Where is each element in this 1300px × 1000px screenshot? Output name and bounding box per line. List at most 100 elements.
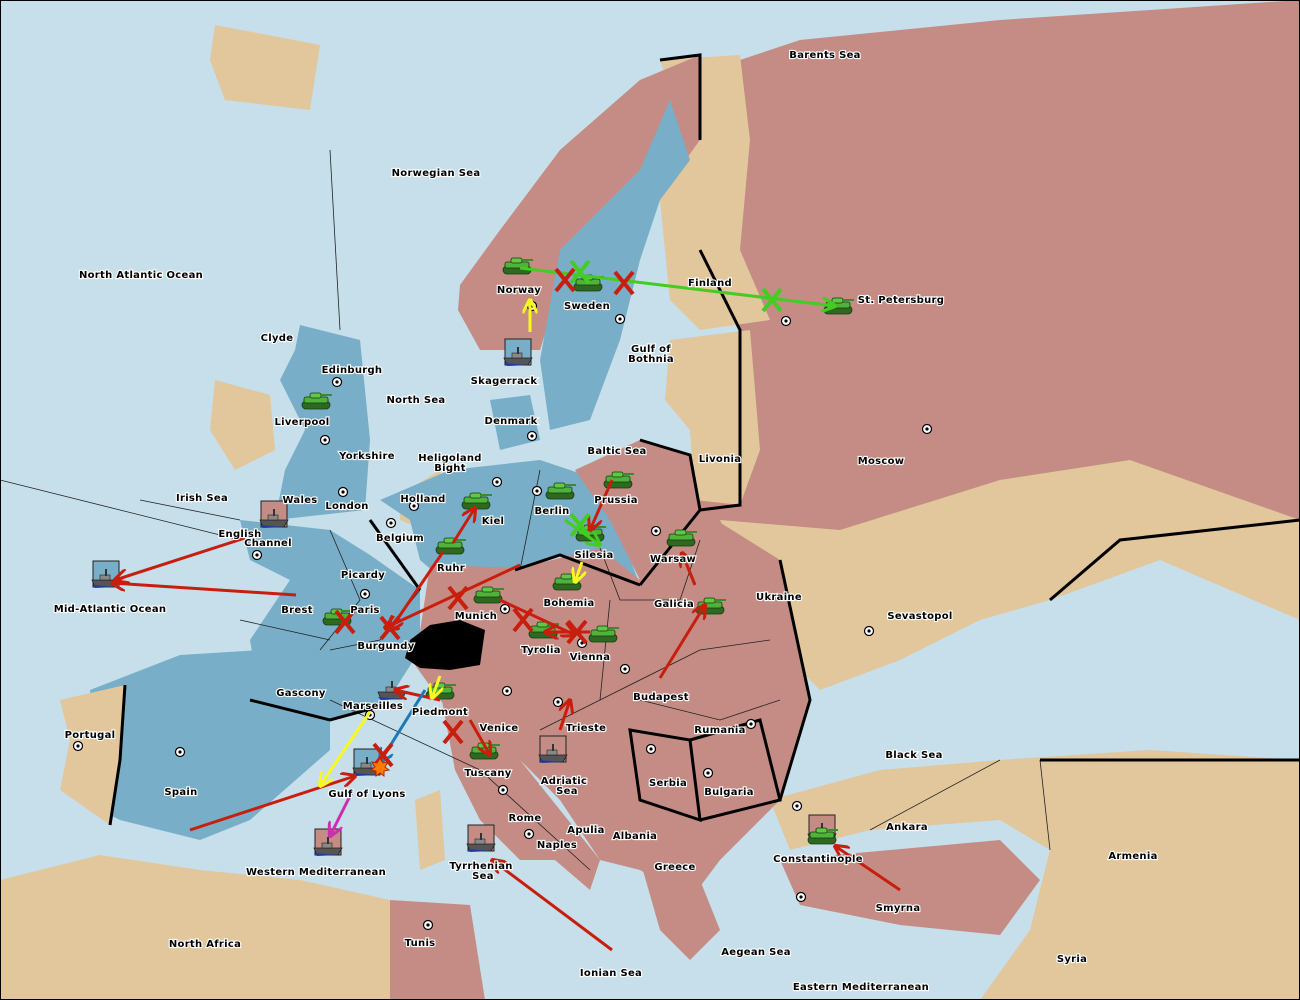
province-label: Picardy bbox=[341, 570, 385, 581]
province-label: Spain bbox=[164, 787, 197, 798]
province-label: Ionian Sea bbox=[580, 968, 642, 979]
territory-portugal[interactable] bbox=[60, 685, 125, 825]
province-label: North Africa bbox=[169, 939, 241, 950]
province-label: Barents Sea bbox=[789, 50, 860, 61]
province-label: Tyrolia bbox=[521, 645, 561, 656]
territory-britain[interactable] bbox=[275, 325, 370, 520]
nation-border bbox=[514, 553, 641, 587]
territory-switzerland[interactable] bbox=[405, 620, 485, 670]
fleet-unit-adriatic-sea[interactable] bbox=[538, 735, 568, 764]
province-border bbox=[329, 699, 591, 871]
province-label: Norway bbox=[497, 285, 541, 296]
fleet-unit-western-mediterranean[interactable] bbox=[313, 828, 343, 857]
order-arrow bbox=[115, 536, 246, 580]
territory-iceland[interactable] bbox=[210, 25, 320, 110]
province-label: Piedmont bbox=[412, 707, 468, 718]
nation-border bbox=[659, 53, 702, 140]
province-label: Burgundy bbox=[357, 641, 414, 652]
failed-order-cross-icon bbox=[379, 615, 401, 641]
province-label: Aegean Sea bbox=[721, 947, 791, 958]
province-label: Berlin bbox=[534, 506, 569, 517]
territory-corsica-sardinia[interactable] bbox=[415, 790, 445, 870]
province-label: Naples bbox=[537, 840, 577, 851]
province-label: Sea bbox=[472, 871, 494, 882]
province-label: Vienna bbox=[570, 652, 611, 663]
territory-livonia[interactable] bbox=[665, 330, 760, 505]
province-label: Tunis bbox=[405, 938, 436, 949]
order-arrow bbox=[320, 711, 372, 786]
order-arrow bbox=[112, 583, 297, 597]
province-border bbox=[639, 699, 781, 721]
province-label: Trieste bbox=[566, 723, 606, 734]
province-label: Liverpool bbox=[274, 417, 329, 428]
territory-greece[interactable] bbox=[640, 860, 720, 960]
province-label: Marseilles bbox=[343, 701, 403, 712]
territory-smyrna[interactable] bbox=[780, 840, 1040, 935]
order-arrow bbox=[468, 719, 490, 755]
province-label: London bbox=[325, 501, 368, 512]
fleet-unit-tyrrhenian-sea[interactable] bbox=[466, 824, 496, 853]
territory-north-africa[interactable] bbox=[0, 855, 390, 1000]
province-label: Bight bbox=[434, 463, 466, 474]
province-label: Moscow bbox=[858, 456, 905, 467]
province-border bbox=[329, 149, 341, 331]
province-border bbox=[599, 639, 771, 701]
territory-tunis[interactable] bbox=[390, 900, 485, 1000]
territory-norway[interactable] bbox=[458, 55, 700, 350]
province-label: English bbox=[218, 529, 261, 540]
province-label: Paris bbox=[350, 605, 380, 616]
province-label: Gulf of Lyons bbox=[328, 789, 405, 800]
province-label: Bohemia bbox=[543, 598, 594, 609]
nation-border bbox=[698, 249, 742, 512]
fleet-unit-english-channel[interactable] bbox=[259, 500, 289, 529]
province-border bbox=[319, 529, 361, 651]
orders-layer bbox=[112, 259, 901, 952]
province-label: Baltic Sea bbox=[587, 446, 646, 457]
province-label: Livonia bbox=[699, 454, 742, 465]
failed-order-cross-icon bbox=[569, 259, 591, 285]
province-label: Ankara bbox=[886, 822, 928, 833]
province-label: Skagerrack bbox=[471, 376, 538, 387]
province-label: Silesia bbox=[574, 550, 613, 561]
province-label: Bulgaria bbox=[704, 787, 754, 798]
order-arrow bbox=[432, 675, 440, 698]
failed-order-cross-icon bbox=[447, 585, 469, 611]
province-label: Apulia bbox=[567, 825, 604, 836]
order-arrow bbox=[385, 563, 521, 628]
order-arrow bbox=[682, 553, 697, 586]
province-label: Portugal bbox=[65, 730, 116, 741]
nation-border bbox=[368, 519, 422, 591]
nation-border bbox=[778, 559, 812, 801]
province-label: Eastern Mediterranean bbox=[793, 982, 929, 993]
province-label: Albania bbox=[613, 831, 657, 842]
failed-order-cross-icon bbox=[613, 270, 635, 296]
province-label: Brest bbox=[281, 605, 313, 616]
order-arrow bbox=[451, 508, 475, 544]
province-label: Edinburgh bbox=[322, 365, 383, 376]
failed-order-cross-icon bbox=[566, 619, 588, 645]
failed-order-cross-icon bbox=[569, 512, 591, 538]
province-label: Syria bbox=[1057, 954, 1087, 965]
order-arrow bbox=[590, 479, 614, 530]
province-label: Smyrna bbox=[876, 903, 921, 914]
territory-sweden[interactable] bbox=[540, 100, 690, 430]
order-arrow bbox=[835, 846, 901, 892]
order-arrow bbox=[575, 561, 582, 582]
province-label: Galicia bbox=[654, 599, 694, 610]
nation-border bbox=[638, 438, 702, 586]
territory-russia[interactable] bbox=[690, 0, 1300, 560]
province-label: Channel bbox=[244, 538, 292, 549]
province-label: Belgium bbox=[376, 533, 424, 544]
order-arrow bbox=[558, 700, 570, 731]
territory-ireland[interactable] bbox=[210, 380, 275, 470]
province-label: Serbia bbox=[649, 778, 687, 789]
failed-order-cross-icon bbox=[554, 267, 576, 293]
province-label: Clyde bbox=[261, 333, 294, 344]
supply-centers bbox=[72, 300, 933, 931]
province-label: Greece bbox=[654, 862, 695, 873]
province-label: St. Petersburg bbox=[858, 295, 944, 306]
province-label: Warsaw bbox=[650, 554, 696, 565]
nation-borders bbox=[108, 53, 1300, 826]
fleet-unit-skagerrack[interactable] bbox=[503, 338, 533, 367]
